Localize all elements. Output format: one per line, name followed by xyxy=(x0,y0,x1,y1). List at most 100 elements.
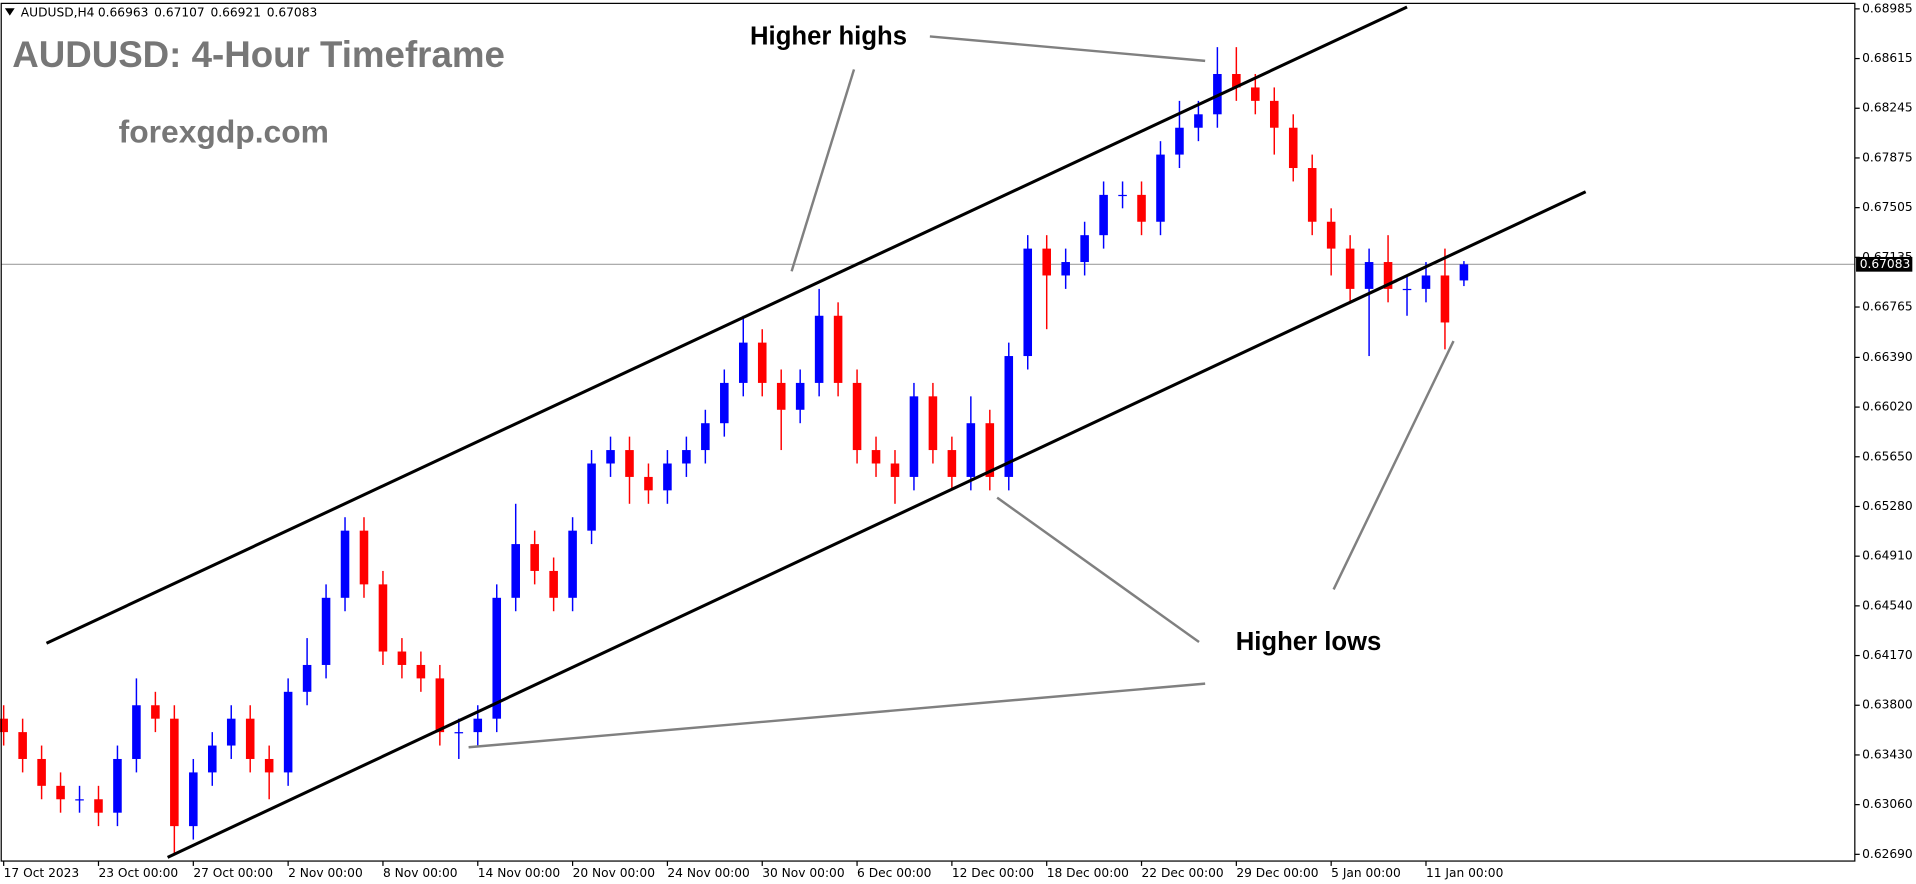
candle-body xyxy=(1232,74,1241,88)
candle-body xyxy=(1421,275,1431,289)
candle-body xyxy=(814,315,824,383)
candle-body xyxy=(568,530,577,598)
y-tick-label: 0.68985 xyxy=(1862,1,1913,15)
plot-frame xyxy=(0,2,1856,862)
candle-body xyxy=(1175,127,1184,155)
candle-body xyxy=(397,651,407,665)
y-tick-label: 0.68615 xyxy=(1862,51,1913,65)
y-tick-label: 0.67875 xyxy=(1862,150,1913,164)
y-tick-label: 0.63800 xyxy=(1862,698,1913,712)
header-high: 0.67107 xyxy=(154,6,205,20)
y-tick-label: 0.63060 xyxy=(1862,797,1913,811)
candle-body xyxy=(720,382,729,424)
header-open: 0.66963 xyxy=(98,6,149,20)
upper-channel-line xyxy=(45,5,1408,645)
candle-body xyxy=(245,718,255,759)
candle-body xyxy=(340,530,350,598)
candle-body xyxy=(226,718,236,746)
symbol-label: AUDUSD,H4 xyxy=(21,6,95,20)
candle-body xyxy=(113,758,122,813)
candle-body xyxy=(378,584,388,652)
y-tick-label: 0.67505 xyxy=(1862,200,1913,214)
candle-body xyxy=(1364,262,1374,289)
candle-body xyxy=(1118,194,1127,197)
candle-body xyxy=(1326,221,1336,249)
candle-body xyxy=(1061,262,1070,276)
annotation: Higher highs xyxy=(750,22,907,50)
y-tick-label: 0.63430 xyxy=(1862,747,1913,761)
header-close: 0.67083 xyxy=(267,6,318,20)
candle-body xyxy=(511,544,520,598)
candle-body xyxy=(1099,194,1108,236)
x-tick-label: 11 Jan 00:00 xyxy=(1426,866,1503,880)
candle-body xyxy=(56,785,65,800)
x-tick-label: 24 Nov 00:00 xyxy=(667,866,749,880)
candle-body xyxy=(435,678,445,733)
lower-channel-line xyxy=(166,190,1587,859)
annotation: Higher lows xyxy=(1236,628,1382,656)
candle-body xyxy=(985,423,995,477)
x-tick-label: 14 Nov 00:00 xyxy=(478,866,560,880)
y-tick-label: 0.65280 xyxy=(1862,499,1913,513)
pointer-line xyxy=(468,682,1206,749)
candle-body xyxy=(947,450,957,477)
candle-body xyxy=(1080,235,1089,263)
y-tick-label: 0.64170 xyxy=(1862,648,1913,662)
candle-body xyxy=(207,745,217,773)
x-tick-label: 29 Dec 00:00 xyxy=(1236,866,1318,880)
candle-body xyxy=(776,382,786,410)
candle-body xyxy=(1023,248,1033,357)
x-tick-label: 17 Oct 2023 xyxy=(4,866,80,880)
candle-body xyxy=(1440,275,1450,323)
last-price-label: 0.67083 xyxy=(1860,257,1911,271)
candle-body xyxy=(852,382,862,451)
x-tick-label: 8 Nov 00:00 xyxy=(383,866,458,880)
y-tick-label: 0.68245 xyxy=(1862,101,1913,115)
x-tick-label: 18 Dec 00:00 xyxy=(1047,866,1129,880)
candle-body xyxy=(302,664,312,692)
pointer-line xyxy=(996,496,1200,644)
candle-body xyxy=(1004,356,1014,477)
x-tick-label: 2 Nov 00:00 xyxy=(288,866,363,880)
y-tick-label: 0.66390 xyxy=(1862,350,1913,364)
candle-body xyxy=(682,450,691,464)
candle-body xyxy=(1042,248,1051,276)
candle-body xyxy=(151,705,160,719)
candle-body xyxy=(587,463,596,531)
candle-body xyxy=(871,450,881,464)
x-tick-label: 30 Nov 00:00 xyxy=(762,866,844,880)
candle-body xyxy=(454,732,464,734)
candle-body xyxy=(701,423,710,451)
candle-body xyxy=(359,530,369,585)
candle-body xyxy=(94,799,103,813)
x-tick-label: 23 Oct 00:00 xyxy=(98,866,178,880)
candle-body xyxy=(890,463,900,477)
y-tick-label: 0.62690 xyxy=(1862,847,1913,861)
candle-body xyxy=(795,382,805,410)
candle-body xyxy=(1383,262,1393,289)
x-tick-label: 12 Dec 00:00 xyxy=(952,866,1034,880)
candle-body xyxy=(1288,127,1298,169)
candle-body xyxy=(1345,248,1355,289)
candle-body xyxy=(738,342,748,383)
pointer-line xyxy=(790,69,856,272)
candle-body xyxy=(1194,114,1203,128)
y-tick-label: 0.66020 xyxy=(1862,400,1913,414)
x-tick-label: 27 Oct 00:00 xyxy=(193,866,273,880)
candle-body xyxy=(966,423,976,477)
x-tick-label: 5 Jan 00:00 xyxy=(1331,866,1401,880)
x-tick-label: 20 Nov 00:00 xyxy=(573,866,655,880)
header-icon xyxy=(4,8,15,16)
chart-subtitle: forexgdp.com xyxy=(119,114,329,150)
candle-body xyxy=(170,718,179,827)
candle-body xyxy=(1307,168,1317,222)
candle-body xyxy=(37,758,46,786)
pointer-line xyxy=(1332,340,1455,590)
candle-body xyxy=(928,396,938,451)
pointer-line xyxy=(929,35,1206,63)
candle-body xyxy=(606,450,615,464)
candle-body xyxy=(416,664,426,679)
plot-area xyxy=(0,47,1855,853)
